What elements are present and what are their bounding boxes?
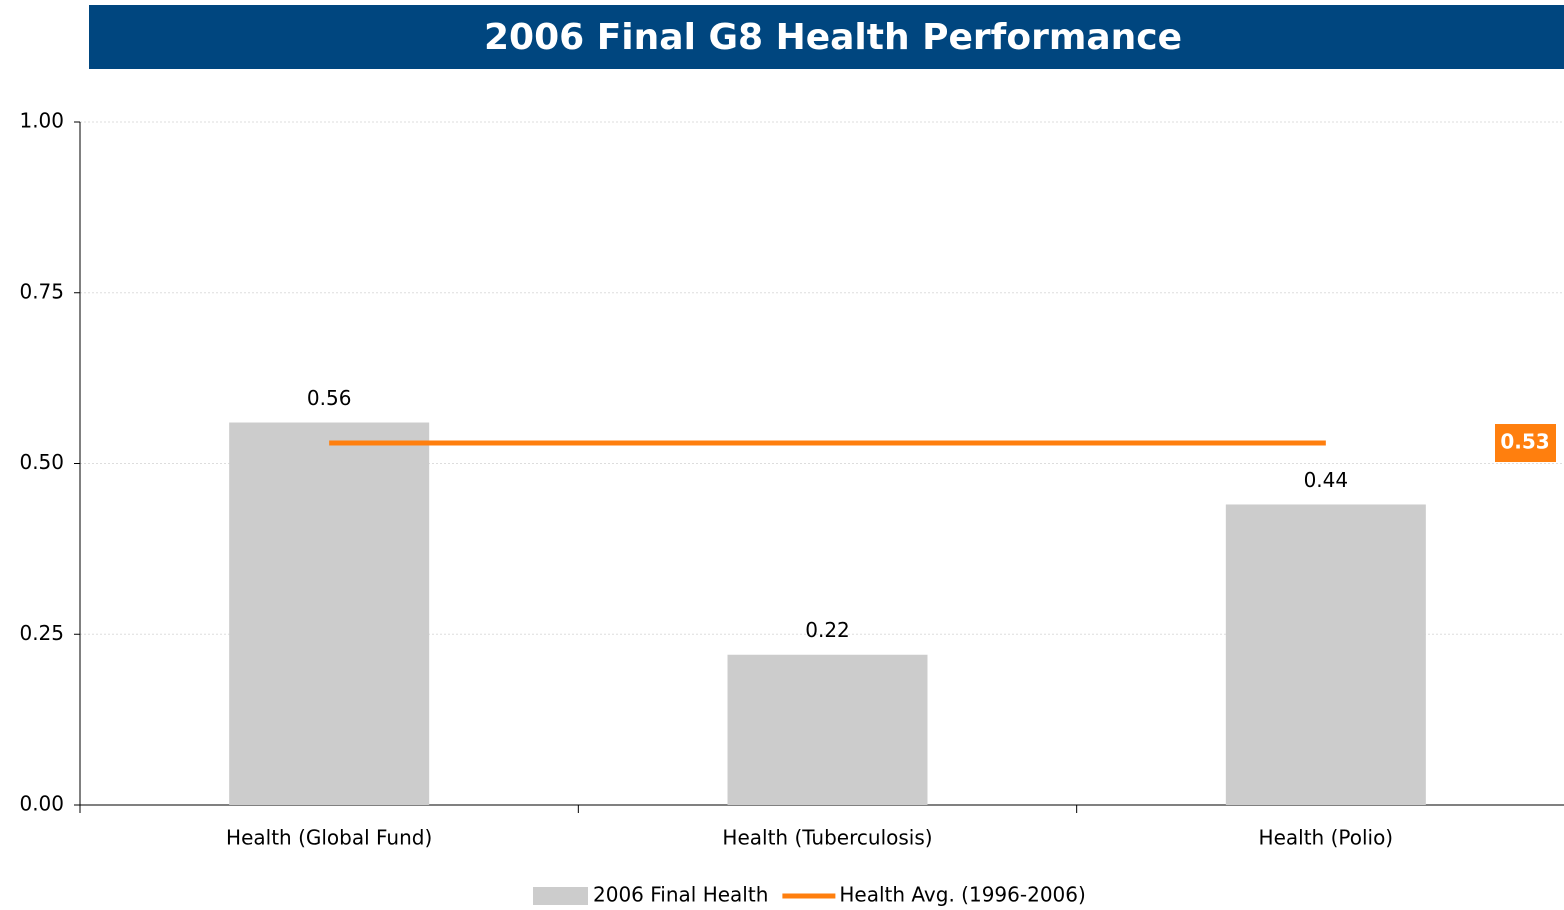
data-label: 0.44 bbox=[1304, 468, 1349, 492]
legend-label: Health Avg. (1996-2006) bbox=[839, 883, 1085, 907]
bar bbox=[229, 422, 430, 805]
chart-title: 2006 Final G8 Health Performance bbox=[484, 17, 1182, 58]
data-label: 0.56 bbox=[307, 386, 352, 410]
legend-label: 2006 Final Health bbox=[593, 883, 768, 907]
y-tick-label: 1.00 bbox=[19, 109, 64, 133]
y-tick-label: 0.75 bbox=[19, 279, 64, 303]
y-tick-label: 0.00 bbox=[19, 792, 64, 816]
data-label: 0.53 bbox=[1500, 430, 1549, 454]
x-tick-label: Health (Global Fund) bbox=[226, 826, 432, 850]
y-tick-label: 0.25 bbox=[19, 621, 64, 645]
bar bbox=[1225, 504, 1426, 805]
y-tick-label: 0.50 bbox=[19, 450, 64, 474]
data-label-box bbox=[1495, 424, 1556, 463]
data-label: 0.22 bbox=[805, 618, 850, 642]
bar bbox=[727, 654, 928, 805]
x-tick-label: Health (Tuberculosis) bbox=[722, 826, 932, 850]
title-banner bbox=[89, 5, 1564, 69]
legend-swatch bbox=[533, 887, 588, 905]
x-tick-label: Health (Polio) bbox=[1259, 826, 1394, 850]
